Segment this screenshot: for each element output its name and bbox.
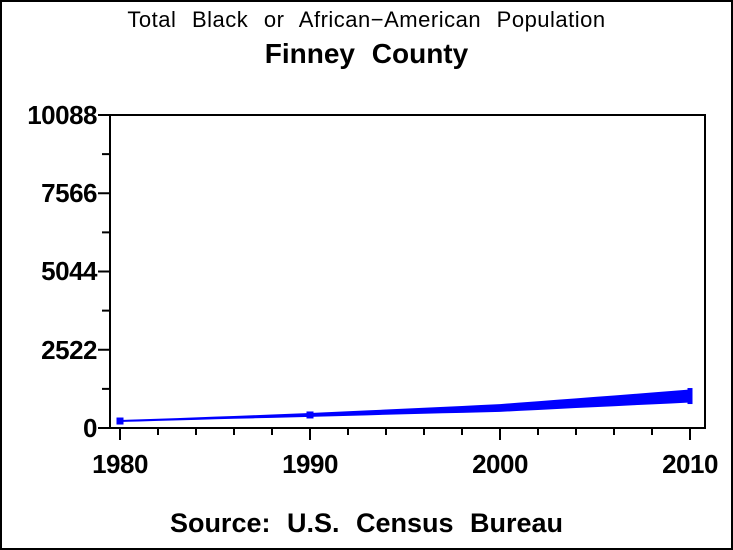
y-axis-tick-label: 7566 <box>41 178 97 208</box>
y-axis-tick-label: 0 <box>83 413 97 443</box>
x-axis-tick-label: 2000 <box>472 449 528 479</box>
plot-frame <box>109 114 706 429</box>
data-point-marker <box>116 417 124 425</box>
y-axis-tick-label: 10088 <box>27 100 97 130</box>
data-point-marker <box>496 404 504 412</box>
chart-title: Total Black or African−American Populati… <box>127 7 606 32</box>
chart-subtitle: Finney County <box>264 38 469 69</box>
source-caption: Source: U.S. Census Bureau <box>169 508 564 538</box>
data-point-marker <box>306 411 314 419</box>
x-axis-tick-label: 1990 <box>282 449 338 479</box>
y-axis-tick-label: 5044 <box>41 256 97 286</box>
y-axis-tick-label: 2522 <box>41 335 97 365</box>
data-point-marker-end <box>687 388 693 405</box>
population-line-band <box>120 389 690 423</box>
x-axis-tick-label: 1980 <box>92 449 148 479</box>
x-axis-tick-label: 2010 <box>662 449 718 479</box>
